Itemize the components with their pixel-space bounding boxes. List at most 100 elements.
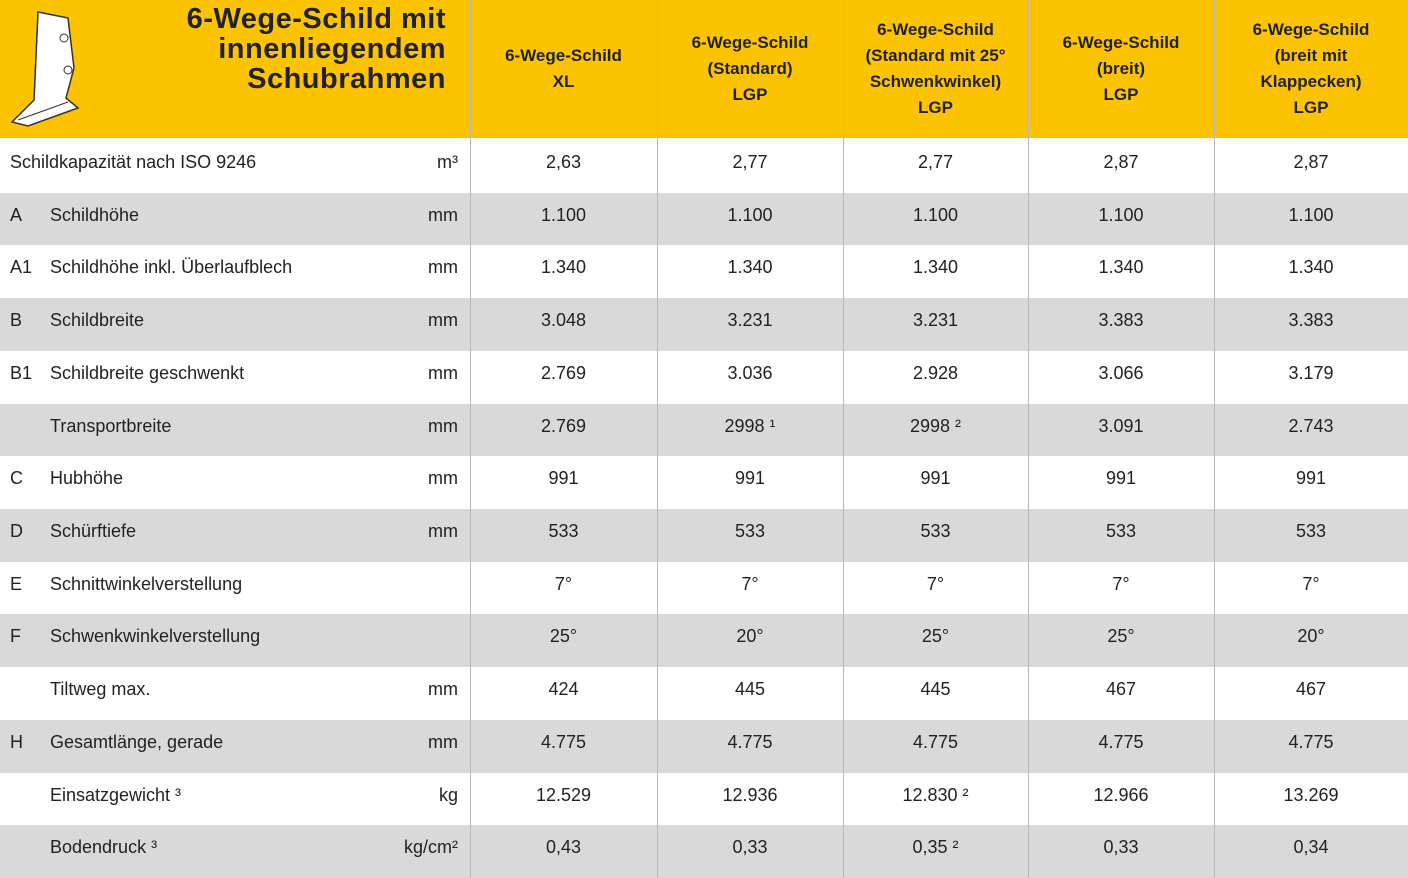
row-bg xyxy=(0,667,1408,720)
value-cell: 467 xyxy=(1105,679,1137,700)
title-line: Schubrahmen xyxy=(247,63,446,95)
value-cell: 1.340 xyxy=(727,257,773,278)
row-label: Schildhöhe inkl. Überlaufblech xyxy=(50,257,293,278)
value-cell: 3.231 xyxy=(727,310,773,331)
value-cell: 2,87 xyxy=(1293,152,1329,172)
value-cell: 1.100 xyxy=(540,204,587,225)
value-cell: 1.100 xyxy=(912,204,959,225)
column-divider xyxy=(470,0,471,878)
value-cell: 3.036 xyxy=(727,362,773,383)
value-cell: 991 xyxy=(1105,468,1137,489)
value-cell: 2998 ¹ xyxy=(724,415,776,436)
column-header-sub: LGP xyxy=(918,98,953,117)
row-unit: mm xyxy=(428,257,458,278)
row-bg xyxy=(0,298,1408,351)
column-divider xyxy=(657,0,658,878)
row-bg xyxy=(0,245,1408,299)
row-code: F xyxy=(10,626,21,647)
row-bg xyxy=(0,456,1408,509)
value-cell: 0,33 xyxy=(1103,837,1139,858)
column-header: 6-Wege-Schild XL xyxy=(470,0,657,138)
column-divider xyxy=(1214,0,1215,878)
row-code: E xyxy=(10,573,23,594)
column-header: 6-Wege-Schild (breit) LGP xyxy=(1028,0,1214,138)
value-cell: 2,87 xyxy=(1103,152,1139,172)
value-cell: 1.340 xyxy=(1288,257,1334,278)
value-cell: 1.340 xyxy=(1098,257,1144,278)
row-unit: mm xyxy=(428,204,458,225)
value-cell: 467 xyxy=(1295,679,1327,700)
row-bg xyxy=(0,561,1408,615)
value-cell: 25° xyxy=(549,626,578,647)
row-unit: mm xyxy=(428,679,458,700)
value-cell: 1.100 xyxy=(1288,204,1334,225)
value-cell: 991 xyxy=(1295,468,1327,489)
value-cell: 991 xyxy=(920,468,951,489)
row-unit: kg xyxy=(438,784,458,805)
row-label: Tiltweg max. xyxy=(50,679,151,700)
row-bg xyxy=(0,509,1408,562)
value-cell: 0,34 xyxy=(1293,837,1329,858)
value-cell: 2,77 xyxy=(732,152,768,172)
column-header: 6-Wege-Schild (Standard mit 25° Schwenkwin… xyxy=(843,0,1028,138)
row-label: Einsatzgewicht ³ xyxy=(50,784,182,805)
value-cell: 2.769 xyxy=(540,362,587,383)
value-cell: 991 xyxy=(734,468,766,489)
row-code: A1 xyxy=(10,257,33,278)
value-cell: 7° xyxy=(1112,573,1130,594)
row-bg xyxy=(0,614,1408,668)
value-cell: 445 xyxy=(920,679,951,700)
row-bg xyxy=(0,772,1408,826)
row-label: Schwenkwinkelverstellung xyxy=(50,626,261,647)
row-bg xyxy=(0,719,1408,773)
column-header: 6-Wege-Schild (Standard) LGP xyxy=(657,0,843,138)
row-label: Transportbreite xyxy=(50,415,172,436)
value-cell: 12.936 xyxy=(722,784,778,805)
value-cell: 1.340 xyxy=(540,257,587,278)
row-unit: mm xyxy=(428,415,458,436)
row-code: H xyxy=(10,731,23,752)
row-unit: mm xyxy=(428,731,458,752)
header-band xyxy=(0,0,1408,138)
row-label: Schildhöhe xyxy=(50,204,140,225)
value-cell: 2,63 xyxy=(545,152,582,172)
value-cell: 4.775 xyxy=(1288,731,1334,752)
value-cell: 4.775 xyxy=(727,731,773,752)
value-cell: 2.769 xyxy=(540,415,587,436)
row-unit: mm xyxy=(428,310,458,331)
value-cell: 25° xyxy=(1107,626,1135,647)
row-label: Schildbreite xyxy=(50,310,145,331)
value-cell: 1.100 xyxy=(727,204,773,225)
row-bg xyxy=(0,403,1408,457)
row-code: D xyxy=(10,521,23,541)
column-header-sub: LGP xyxy=(1103,85,1139,104)
value-cell: 3.383 xyxy=(1098,310,1144,331)
value-cell: 991 xyxy=(548,468,579,489)
row-label: Schürftiefe xyxy=(50,521,137,541)
column-header-line: 6-Wege-Schild xyxy=(1252,20,1370,39)
value-cell: 4.775 xyxy=(912,731,959,752)
row-code: A xyxy=(10,204,23,225)
title-line: 6-Wege-Schild mit xyxy=(186,3,446,35)
value-cell: 12.529 xyxy=(535,784,592,805)
column-header-sub: LGP xyxy=(732,85,768,104)
value-cell: 2.743 xyxy=(1288,415,1334,436)
row-bg xyxy=(0,350,1408,404)
column-header-sub: XL xyxy=(552,72,575,91)
column-header-line: Schwenkwinkel) xyxy=(869,72,1002,91)
value-cell: 424 xyxy=(548,679,579,700)
value-cell: 445 xyxy=(734,679,766,700)
value-cell: 12.830 ² xyxy=(902,784,969,805)
title-line: innenliegendem xyxy=(218,33,446,65)
value-cell: 533 xyxy=(920,521,951,541)
value-cell: 7° xyxy=(741,573,759,594)
value-cell: 2,77 xyxy=(917,152,954,172)
row-bg xyxy=(0,140,1408,193)
column-header-line: (Standard) xyxy=(707,59,793,78)
row-bg xyxy=(0,825,1408,878)
column-header-line: 6-Wege-Schild xyxy=(505,46,622,65)
column-header-line: Klappecken) xyxy=(1260,72,1362,91)
value-cell: 7° xyxy=(1302,573,1320,594)
value-cell: 533 xyxy=(1295,521,1327,541)
